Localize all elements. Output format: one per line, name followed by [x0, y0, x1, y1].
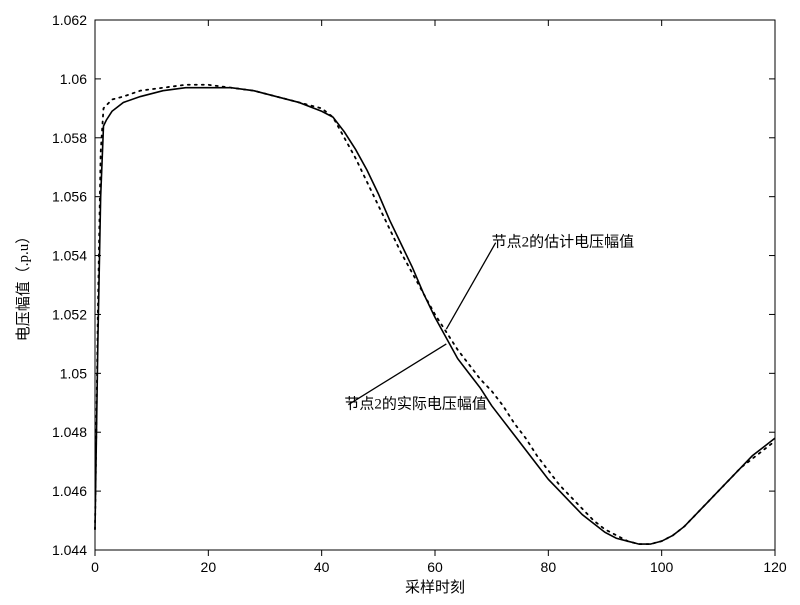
- y-tick-label: 1.046: [52, 483, 87, 499]
- series-actual: [95, 88, 775, 544]
- y-tick-label: 1.052: [52, 306, 87, 322]
- x-tick-label: 20: [201, 559, 217, 575]
- series-estimated: [95, 85, 775, 544]
- plot-box: [95, 20, 775, 550]
- x-tick-label: 100: [650, 559, 674, 575]
- x-tick-label: 0: [91, 559, 99, 575]
- y-tick-label: 1.054: [52, 248, 87, 264]
- y-tick-label: 1.05: [60, 365, 87, 381]
- annotation-label: 节点2的实际电压幅值: [344, 396, 487, 413]
- y-tick-label: 1.062: [52, 12, 87, 28]
- y-axis-title: 电压幅值（.p.u）: [15, 229, 32, 342]
- y-tick-label: 1.048: [52, 424, 87, 440]
- annotation-leader: [348, 344, 446, 405]
- y-tick-label: 1.06: [60, 71, 87, 87]
- x-tick-label: 120: [763, 559, 787, 575]
- annotation-leader: [446, 243, 495, 329]
- y-tick-label: 1.058: [52, 130, 87, 146]
- y-tick-label: 1.056: [52, 189, 87, 205]
- x-tick-label: 40: [314, 559, 330, 575]
- annotation-label: 节点2的估计电压幅值: [492, 234, 635, 251]
- x-tick-label: 60: [427, 559, 443, 575]
- x-tick-label: 80: [541, 559, 557, 575]
- x-axis-title: 采样时刻: [405, 579, 465, 596]
- y-tick-label: 1.044: [52, 542, 87, 558]
